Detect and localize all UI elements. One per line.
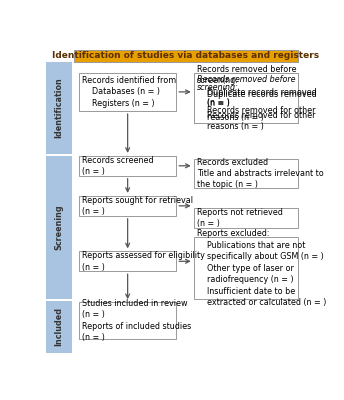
FancyBboxPatch shape	[46, 62, 72, 154]
Text: Records removed before: Records removed before	[197, 75, 295, 84]
Text: screening:: screening:	[197, 83, 239, 92]
Text: Records screened
(n = ): Records screened (n = )	[82, 156, 154, 176]
Text: Identification: Identification	[54, 78, 64, 138]
FancyBboxPatch shape	[79, 302, 176, 339]
Text: reasons (n = ): reasons (n = )	[197, 113, 264, 122]
Text: Records identified from
    Databases (n = )
    Registers (n = ): Records identified from Databases (n = )…	[82, 76, 176, 108]
Text: Records removed before
screening:
    Duplicate records removed
    (n = )
    R: Records removed before screening: Duplic…	[197, 65, 316, 131]
FancyBboxPatch shape	[79, 196, 176, 216]
Text: Duplicate records removed: Duplicate records removed	[197, 90, 316, 100]
Text: Reports not retrieved
(n = ): Reports not retrieved (n = )	[197, 208, 283, 228]
Text: Reports excluded:
    Publications that are not
    specifically about GSM (n = : Reports excluded: Publications that are …	[197, 229, 326, 307]
FancyBboxPatch shape	[46, 156, 72, 299]
FancyBboxPatch shape	[194, 159, 298, 188]
FancyBboxPatch shape	[194, 73, 298, 124]
FancyBboxPatch shape	[79, 156, 176, 176]
Text: Reports sought for retrieval
(n = ): Reports sought for retrieval (n = )	[82, 196, 193, 216]
Text: Included: Included	[54, 307, 64, 346]
FancyBboxPatch shape	[194, 238, 298, 299]
FancyBboxPatch shape	[194, 73, 298, 124]
Text: Screening: Screening	[54, 204, 64, 250]
FancyBboxPatch shape	[79, 73, 176, 111]
FancyBboxPatch shape	[194, 208, 298, 228]
Text: Identification of studies via databases and registers: Identification of studies via databases …	[52, 51, 319, 60]
FancyBboxPatch shape	[79, 251, 176, 271]
Text: Records excluded
Title and abstracts irrelevant to
the topic (n = ): Records excluded Title and abstracts irr…	[197, 158, 324, 190]
Text: Studies included in review
(n = )
Reports of included studies
(n = ): Studies included in review (n = ) Report…	[82, 299, 192, 342]
FancyBboxPatch shape	[46, 300, 72, 353]
Text: Reports assessed for eligibility
(n = ): Reports assessed for eligibility (n = )	[82, 251, 205, 272]
Text: (n = ): (n = )	[197, 98, 230, 107]
FancyBboxPatch shape	[74, 50, 298, 62]
Text: Records removed for other: Records removed for other	[197, 106, 315, 115]
